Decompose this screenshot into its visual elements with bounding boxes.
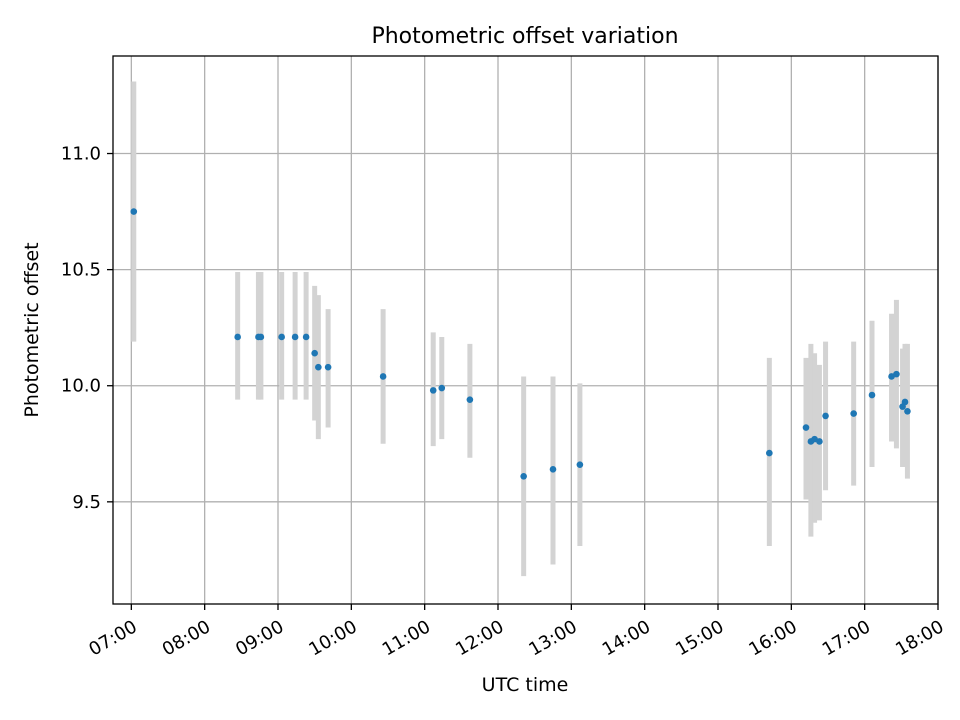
y-tick-label: 10.5: [61, 260, 101, 281]
y-tick-label: 9.5: [72, 492, 101, 513]
data-point: [822, 412, 829, 420]
data-point: [802, 424, 810, 431]
data-point: [429, 387, 437, 394]
data-point: [893, 370, 900, 378]
data-point: [257, 333, 265, 341]
data-point: [130, 208, 138, 215]
data-point: [811, 435, 818, 443]
y-tick-label: 10.0: [61, 376, 101, 397]
data-point: [466, 396, 474, 403]
data-point: [379, 373, 387, 380]
data-point: [901, 398, 909, 406]
x-axis-label: UTC time: [482, 674, 569, 696]
data-point: [278, 333, 285, 341]
data-point: [311, 349, 318, 357]
data-point: [315, 363, 322, 371]
data-point: [234, 333, 241, 341]
data-point: [549, 466, 557, 473]
data-point: [324, 363, 332, 371]
data-point: [868, 391, 876, 399]
plot-frame: [112, 55, 939, 605]
data-point: [520, 472, 527, 480]
data-point: [438, 384, 446, 392]
data-point: [302, 333, 310, 341]
y-tick-label: 11.0: [61, 144, 101, 165]
data-point: [576, 461, 584, 468]
data-point: [904, 407, 911, 415]
data-point: [888, 373, 895, 380]
y-axis-label: Photometric offset: [21, 242, 43, 417]
chart-title: Photometric offset variation: [371, 24, 678, 49]
data-points: [130, 208, 911, 480]
data-point: [816, 438, 823, 445]
data-point: [850, 410, 857, 417]
data-point: [766, 449, 773, 457]
data-point: [291, 333, 299, 341]
